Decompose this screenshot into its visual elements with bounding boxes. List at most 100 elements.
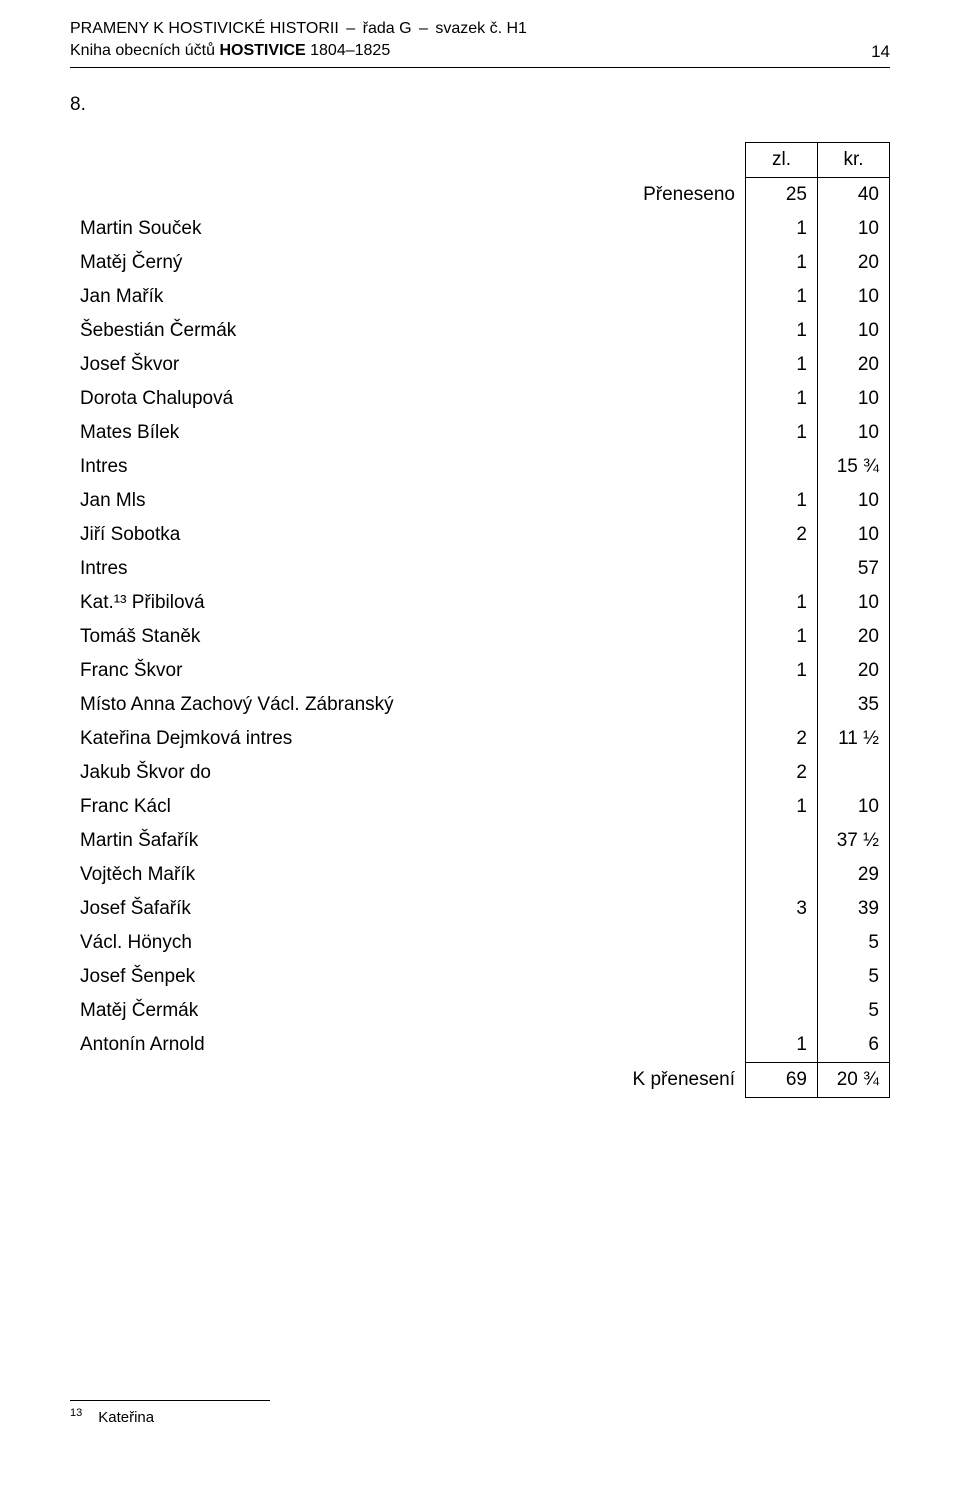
row-zl: 1 xyxy=(746,790,818,824)
row-label: Jan Mařík xyxy=(70,280,746,314)
row-label: Martin Šafařík xyxy=(70,824,746,858)
row-label: Vojtěch Mařík xyxy=(70,858,746,892)
row-label: Josef Škvor xyxy=(70,348,746,382)
ledger-body: Přeneseno 25 40 Martin Souček110Matěj Če… xyxy=(70,178,890,1063)
page: PRAMENY K HOSTIVICKÉ HISTORII – řada G –… xyxy=(0,0,960,1486)
row-zl xyxy=(746,824,818,858)
row-kr: 15 ¾ xyxy=(818,450,890,484)
row-label: Matěj Černý xyxy=(70,246,746,280)
row-zl: 2 xyxy=(746,518,818,552)
header2-c: 1804 xyxy=(306,42,346,59)
carry-out-kr: 20 ¾ xyxy=(818,1063,890,1098)
row-kr xyxy=(818,756,890,790)
row-label: Franc Škvor xyxy=(70,654,746,688)
row-kr: 37 ½ xyxy=(818,824,890,858)
footnote-rule xyxy=(70,1400,270,1401)
row-zl xyxy=(746,926,818,960)
header-spacer xyxy=(70,143,746,178)
row-zl: 1 xyxy=(746,654,818,688)
row-kr: 10 xyxy=(818,314,890,348)
row-zl: 2 xyxy=(746,756,818,790)
row-zl: 1 xyxy=(746,382,818,416)
carry-out-zl: 69 xyxy=(746,1063,818,1098)
row-label: Kat.¹³ Přibilová xyxy=(70,586,746,620)
row-label: Mates Bílek xyxy=(70,416,746,450)
table-row: Martin Šafařík 37 ½ xyxy=(70,824,890,858)
row-kr: 11 ½ xyxy=(818,722,890,756)
header2-a: Kniha obecních účtů xyxy=(70,42,219,59)
footnote: 13Kateřina xyxy=(70,1393,270,1427)
row-zl: 1 xyxy=(746,348,818,382)
header2-b: HOSTIVICE xyxy=(219,42,305,59)
row-label: Šebestián Čermák xyxy=(70,314,746,348)
row-zl xyxy=(746,450,818,484)
row-zl xyxy=(746,858,818,892)
row-zl: 1 xyxy=(746,212,818,246)
table-row: Václ. Hönych5 xyxy=(70,926,890,960)
table-row: Josef Šenpek5 xyxy=(70,960,890,994)
row-label: Josef Šafařík xyxy=(70,892,746,926)
row-label: Martin Souček xyxy=(70,212,746,246)
row-kr: 10 xyxy=(818,586,890,620)
row-kr: 29 xyxy=(818,858,890,892)
ledger-table: zl. kr. Přeneseno 25 40 Martin Souček110… xyxy=(70,142,890,1098)
row-zl xyxy=(746,960,818,994)
header2-d: 1825 xyxy=(355,42,391,59)
row-zl: 1 xyxy=(746,280,818,314)
header-line-2: Kniha obecních účtů HOSTIVICE 1804–1825 xyxy=(70,40,890,62)
row-label: Kateřina Dejmková intres xyxy=(70,722,746,756)
table-row: Intres 57 xyxy=(70,552,890,586)
row-label: Místo Anna Zachový Václ. Zábranský xyxy=(70,688,746,722)
table-row: Matěj Černý120 xyxy=(70,246,890,280)
table-row: Kat.¹³ Přibilová110 xyxy=(70,586,890,620)
row-kr: 10 xyxy=(818,382,890,416)
table-row: Jan Mls110 xyxy=(70,484,890,518)
row-zl: 1 xyxy=(746,1028,818,1063)
row-label: Franc Kácl xyxy=(70,790,746,824)
table-row: Antonín Arnold16 xyxy=(70,1028,890,1063)
row-kr: 5 xyxy=(818,994,890,1028)
carry-in-kr: 40 xyxy=(818,178,890,213)
row-label: Antonín Arnold xyxy=(70,1028,746,1063)
table-row: Šebestián Čermák110 xyxy=(70,314,890,348)
table-header-row: zl. kr. xyxy=(70,143,890,178)
row-label: Jiří Sobotka xyxy=(70,518,746,552)
row-kr: 35 xyxy=(818,688,890,722)
row-zl xyxy=(746,552,818,586)
page-number: 14 xyxy=(871,42,890,62)
row-kr: 10 xyxy=(818,790,890,824)
row-kr: 57 xyxy=(818,552,890,586)
table-row: Josef Škvor120 xyxy=(70,348,890,382)
header2-dash: – xyxy=(346,42,355,59)
row-kr: 10 xyxy=(818,280,890,314)
table-row: Matěj Čermák 5 xyxy=(70,994,890,1028)
row-label: Tomáš Staněk xyxy=(70,620,746,654)
table-row: Jakub Škvor do2 xyxy=(70,756,890,790)
footnote-text: Kateřina xyxy=(98,1409,154,1426)
row-zl: 1 xyxy=(746,620,818,654)
row-label: Václ. Hönych xyxy=(70,926,746,960)
header-dash-2: – xyxy=(419,20,428,37)
row-label: Intres xyxy=(70,450,746,484)
row-label: Intres xyxy=(70,552,746,586)
row-label: Matěj Čermák xyxy=(70,994,746,1028)
table-row: Dorota Chalupová110 xyxy=(70,382,890,416)
row-label: Dorota Chalupová xyxy=(70,382,746,416)
row-kr: 20 xyxy=(818,620,890,654)
row-zl: 1 xyxy=(746,246,818,280)
table-row: Jiří Sobotka210 xyxy=(70,518,890,552)
row-zl: 1 xyxy=(746,586,818,620)
row-zl: 2 xyxy=(746,722,818,756)
row-kr: 39 xyxy=(818,892,890,926)
table-row: Josef Šafařík339 xyxy=(70,892,890,926)
row-label: Josef Šenpek xyxy=(70,960,746,994)
row-zl: 1 xyxy=(746,314,818,348)
row-kr: 6 xyxy=(818,1028,890,1063)
table-row: Vojtěch Mařík 29 xyxy=(70,858,890,892)
carry-in-zl: 25 xyxy=(746,178,818,213)
row-kr: 20 xyxy=(818,246,890,280)
carry-out-label: K přenesení xyxy=(70,1063,746,1098)
header-part1: PRAMENY K HOSTIVICKÉ HISTORII xyxy=(70,20,339,37)
table-row: Martin Souček110 xyxy=(70,212,890,246)
col-header-kr: kr. xyxy=(818,143,890,178)
